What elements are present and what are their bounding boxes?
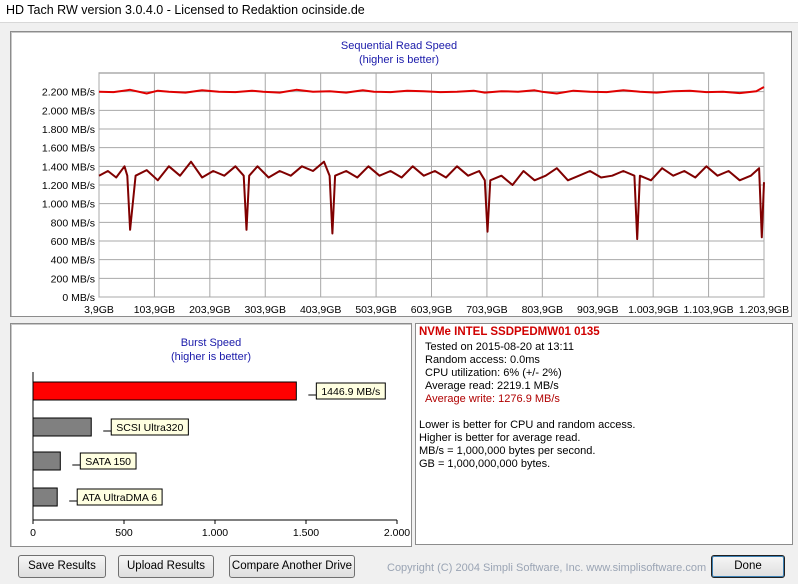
x-tick-label: 803,9GB [522, 304, 563, 316]
burst-label-text: SATA 150 [85, 456, 131, 468]
y-tick-label: 0 MB/s [62, 292, 95, 304]
burst-label-box [315, 382, 386, 400]
y-tick-label: 200 MB/s [51, 273, 95, 285]
random-access: Random access: 0.0ms [425, 354, 540, 366]
sequential-read-panel: Sequential Read Speed (higher is better)… [10, 31, 792, 317]
y-tick-label: 1.800 MB/s [42, 124, 95, 136]
burst-bar [32, 417, 92, 437]
burst-bar-label: SCSI Ultra320 [103, 418, 189, 436]
sequential-read-chart: Sequential Read Speed (higher is better)… [42, 40, 789, 316]
note-gb: GB = 1,000,000,000 bytes. [419, 458, 551, 470]
x-tick-label: 303,9GB [245, 304, 286, 316]
y-tick-label: 2.200 MB/s [42, 87, 95, 99]
burst-bar [32, 451, 61, 471]
burst-label-text: ATA UltraDMA 6 [82, 492, 157, 504]
drive-name: NVMe INTEL SSDPEDMW01 0135 [419, 326, 600, 338]
burst-x-tick-label: 0 [30, 527, 36, 539]
x-tick-label: 403,9GB [300, 304, 341, 316]
burst-bar-label: ATA UltraDMA 6 [69, 488, 163, 506]
x-tick-label: 103,9GB [134, 304, 175, 316]
average-write: Average write: 1276.9 MB/s [425, 393, 560, 405]
tested-date: Tested on 2015-08-20 at 13:11 [425, 341, 575, 353]
y-tick-label: 800 MB/s [51, 217, 95, 229]
burst-bar-label: SATA 150 [72, 452, 137, 470]
x-tick-label: 903,9GB [577, 304, 618, 316]
burst-x-tick-label: 500 [115, 527, 133, 539]
note-mbs: MB/s = 1,000,000 bytes per second. [419, 445, 596, 457]
x-tick-label: 203,9GB [189, 304, 230, 316]
y-tick-label: 1.000 MB/s [42, 199, 95, 211]
chart-title: Sequential Read Speed [341, 40, 457, 52]
y-tick-label: 1.600 MB/s [42, 143, 95, 155]
x-tick-label: 1.203,9GB [739, 304, 789, 316]
burst-subtitle: (higher is better) [171, 351, 251, 363]
average-read: Average read: 2219.1 MB/s [425, 380, 559, 392]
burst-label-box [76, 488, 163, 506]
x-tick-label: 703,9GB [466, 304, 507, 316]
burst-speed-panel: Burst Speed (higher is better) 0 500 1.000… [10, 323, 412, 547]
done-button[interactable]: Done [711, 555, 785, 578]
y-tick-label: 400 MB/s [51, 255, 95, 267]
results-info-panel: NVMe INTEL SSDPEDMW01 0135 Tested on 201… [415, 323, 793, 545]
save-results-button[interactable]: Save Results [18, 555, 106, 578]
upload-results-button[interactable]: Upload Results [118, 555, 214, 578]
burst-label-text: 1446.9 MB/s [321, 386, 380, 398]
x-tick-label: 1.103,9GB [683, 304, 733, 316]
y-tick-label: 1.200 MB/s [42, 180, 95, 192]
burst-label-box [110, 418, 189, 436]
compare-drive-button[interactable]: Compare Another Drive [229, 555, 355, 578]
burst-bar [32, 381, 297, 401]
x-tick-label: 3,9GB [84, 304, 114, 316]
burst-x-tick-label: 1.000 [202, 527, 228, 539]
x-tick-label: 603,9GB [411, 304, 452, 316]
burst-x-tick-label: 2.000 [384, 527, 410, 539]
burst-bar-label: 1446.9 MB/s [308, 382, 386, 400]
burst-label-box [79, 452, 137, 470]
y-tick-label: 1.400 MB/s [42, 161, 95, 173]
y-tick-label: 2.000 MB/s [42, 105, 95, 117]
series-line-darkred [98, 160, 765, 241]
cpu-utilization: CPU utilization: 6% (+/- 2%) [425, 367, 562, 379]
window-title: HD Tach RW version 3.0.4.0 - Licensed to… [6, 3, 365, 17]
burst-label-text: SCSI Ultra320 [116, 422, 183, 434]
copyright-text: Copyright (C) 2004 Simpli Software, Inc.… [387, 562, 707, 574]
title-bar: HD Tach RW version 3.0.4.0 - Licensed to… [0, 0, 798, 23]
burst-bar [32, 487, 58, 507]
x-tick-label: 1.003,9GB [628, 304, 678, 316]
x-tick-label: 503,9GB [355, 304, 396, 316]
chart-subtitle: (higher is better) [359, 54, 439, 66]
series-line-red [98, 86, 765, 95]
burst-title: Burst Speed [181, 337, 242, 349]
y-tick-label: 600 MB/s [51, 236, 95, 248]
burst-x-tick-label: 1.500 [293, 527, 319, 539]
burst-speed-chart: Burst Speed (higher is better) 0 500 1.000… [30, 337, 410, 539]
note-read: Higher is better for average read. [419, 432, 581, 444]
note-cpu: Lower is better for CPU and random acces… [419, 419, 636, 431]
